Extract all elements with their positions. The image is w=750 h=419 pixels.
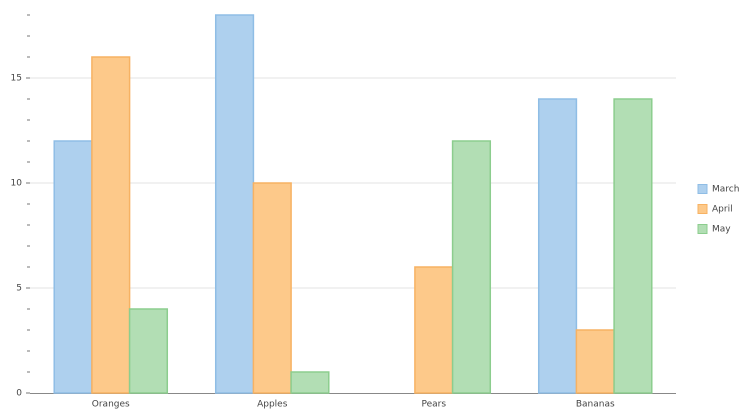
x-tick-label: Bananas [576, 400, 615, 410]
y-tick-label: 15 [11, 74, 22, 84]
legend-swatch [697, 204, 708, 214]
bar [252, 182, 292, 394]
legend-swatch [697, 184, 708, 194]
legend-label: April [712, 205, 733, 215]
bar [414, 266, 454, 394]
x-tick-label: Pears [421, 400, 446, 410]
bar [214, 14, 255, 394]
legend-label: March [712, 185, 739, 195]
legend-swatch [697, 224, 708, 234]
bar [91, 56, 131, 394]
bar [53, 140, 93, 394]
bar [290, 371, 330, 394]
bar [451, 140, 492, 394]
bar [613, 98, 653, 394]
y-tick-label: 0 [16, 389, 22, 399]
bar [575, 329, 615, 394]
y-tick-label: 5 [16, 284, 22, 294]
y-tick-label: 10 [11, 179, 23, 189]
legend-label: May [712, 225, 731, 235]
bar [128, 308, 169, 394]
bar [537, 98, 578, 394]
x-tick-label: Apples [257, 400, 288, 410]
x-tick-label: Oranges [92, 400, 130, 410]
